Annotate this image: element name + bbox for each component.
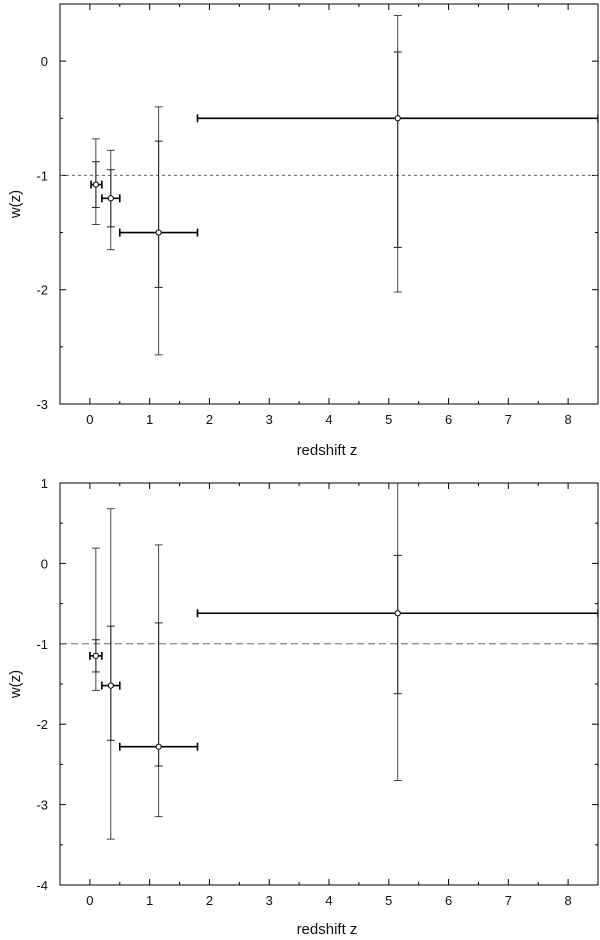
data-point: [92, 652, 99, 659]
x-tick-label: 0: [86, 893, 93, 908]
y-tick-label: -4: [36, 878, 48, 893]
y-tick-label: 1: [41, 476, 48, 491]
x-axis-label: redshift z: [297, 921, 358, 938]
data-point: [394, 115, 401, 122]
chart-panel-top: redshift z w(z) 0 1 2 3 4 5 6 7 8 -3 -2 -1 0: [7, 3, 599, 459]
y-axis-label: w(z): [7, 190, 24, 219]
chart-panel-bottom: redshift z w(z) 0 1 2 3 4 5 6 7 8 -4 -3 -2 -1 0 1: [7, 476, 599, 938]
x-tick-label: 3: [266, 412, 273, 427]
x-tick-label: 6: [445, 412, 452, 427]
x-tick-label: 8: [564, 893, 571, 908]
y-tick-label: -3: [36, 798, 48, 813]
data-point: [155, 743, 162, 750]
x-tick-label: 2: [206, 412, 213, 427]
plot-frame: [59, 3, 599, 405]
x-tick-label: 3: [266, 893, 273, 908]
y-tick-label: -1: [36, 637, 48, 652]
x-tick-label: 7: [505, 412, 512, 427]
x-tick-label: 1: [146, 893, 153, 908]
data-point: [394, 610, 401, 617]
data-point: [107, 195, 114, 202]
y-tick-label: 0: [41, 556, 48, 571]
y-tick-label: -3: [36, 397, 48, 412]
x-tick-label: 7: [505, 893, 512, 908]
x-tick-label: 8: [564, 412, 571, 427]
x-tick-label: 5: [385, 893, 392, 908]
y-tick-label: -2: [36, 717, 48, 732]
x-tick-label: 5: [385, 412, 392, 427]
x-axis-label: redshift z: [297, 442, 358, 459]
data-layer: [89, 483, 598, 840]
plot-frame: [59, 482, 599, 886]
x-tick-label: 2: [206, 893, 213, 908]
x-tick-label: 4: [325, 412, 332, 427]
x-tick-label: 0: [86, 412, 93, 427]
x-tick-label: 6: [445, 893, 452, 908]
y-tick-label: -2: [36, 283, 48, 298]
data-point: [92, 181, 99, 188]
x-tick-label: 4: [325, 893, 332, 908]
y-tick-label: -1: [36, 168, 48, 183]
x-tick-label: 1: [146, 412, 153, 427]
data-layer: [90, 14, 598, 356]
y-axis-label: w(z): [7, 670, 24, 699]
data-point: [107, 682, 114, 689]
data-point: [155, 229, 162, 236]
y-tick-label: 0: [41, 54, 48, 69]
